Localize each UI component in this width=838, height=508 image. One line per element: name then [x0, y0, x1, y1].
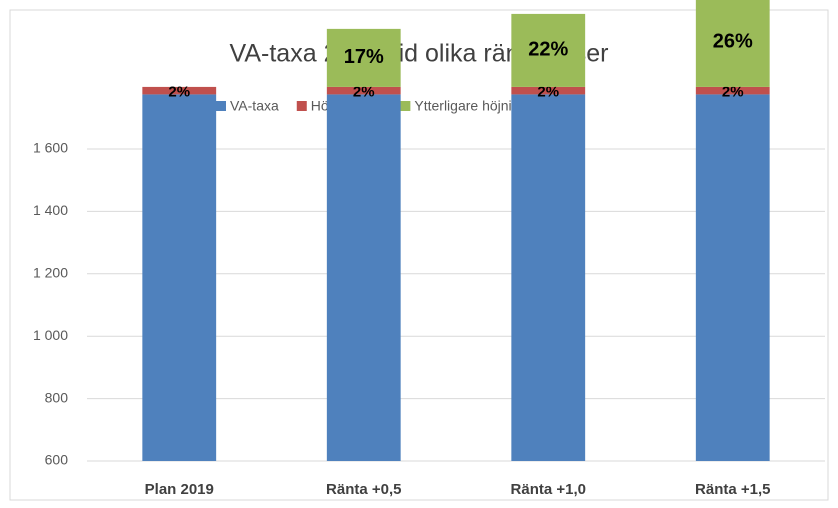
y-tick-label: 1 400 — [33, 202, 68, 218]
bar-segment — [695, 94, 770, 462]
data-label: 17% — [344, 46, 384, 68]
data-label: 2% — [353, 84, 375, 101]
bar-segment — [511, 13, 586, 87]
bar-segment — [695, 86, 770, 95]
data-label: 2% — [722, 84, 744, 101]
bar-segment — [695, 0, 770, 87]
y-tick-label: 1 600 — [33, 140, 68, 156]
legend-label: VA-taxa — [230, 98, 279, 114]
legend-swatch — [216, 101, 226, 111]
bar-segment — [511, 94, 586, 462]
data-label: 2% — [168, 84, 190, 101]
bar-segment — [511, 86, 586, 95]
y-tick-label: 800 — [45, 389, 69, 405]
bar-segment — [326, 94, 401, 462]
x-tick-label: Ränta +0,5 — [326, 481, 401, 498]
y-tick-label: 600 — [45, 452, 69, 468]
legend-swatch — [296, 101, 307, 111]
y-tick-label: 1 200 — [33, 265, 68, 281]
bar-segment — [142, 94, 217, 462]
legend-label: Ytterligare höjning — [414, 98, 527, 114]
x-tick-label: Plan 2019 — [145, 481, 214, 498]
x-tick-label: Ränta +1,0 — [511, 481, 586, 498]
y-tick-label: 1 000 — [33, 327, 68, 343]
data-label: 2% — [537, 84, 559, 101]
bar-segment — [326, 86, 401, 95]
data-label: 22% — [528, 39, 568, 61]
bar-segment — [142, 86, 217, 95]
legend-swatch — [400, 101, 411, 111]
data-label: 26% — [713, 31, 753, 53]
bar-segment — [326, 28, 401, 87]
x-tick-label: Ränta +1,5 — [695, 481, 770, 498]
